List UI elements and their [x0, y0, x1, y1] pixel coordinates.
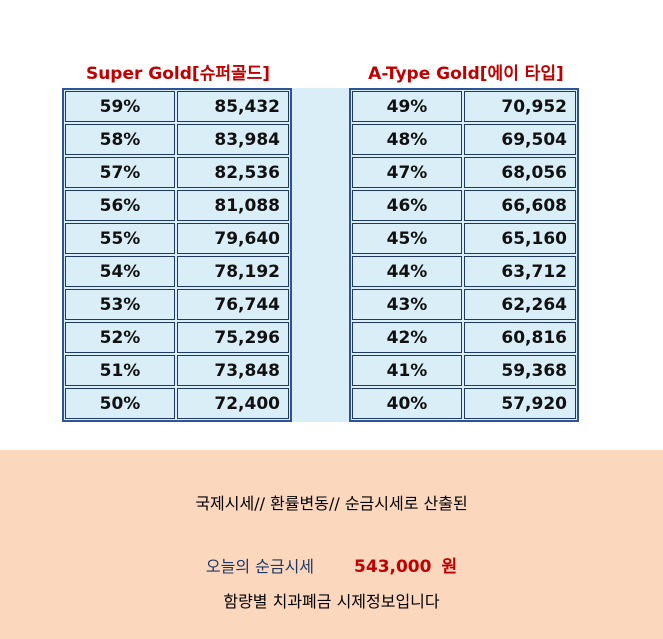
- table-row: 40% 57,920: [351, 387, 577, 420]
- percent-cell: 52%: [65, 322, 175, 353]
- percent-cell: 58%: [65, 124, 175, 155]
- percent-cell: 50%: [65, 388, 175, 419]
- value-cell: 78,192: [177, 256, 289, 287]
- value-cell: 68,056: [464, 157, 576, 188]
- value-cell: 63,712: [464, 256, 576, 287]
- value-cell: 81,088: [177, 190, 289, 221]
- value-cell: 60,816: [464, 322, 576, 353]
- percent-cell: 46%: [352, 190, 462, 221]
- value-cell: 79,640: [177, 223, 289, 254]
- a-type-gold-table: 49% 70,952 48% 69,504 47% 68,056 46% 66,608 …: [349, 88, 579, 422]
- percent-cell: 47%: [352, 157, 462, 188]
- table-row: 59% 85,432: [64, 90, 290, 123]
- value-cell: 57,920: [464, 388, 576, 419]
- super-gold-table: 59% 85,432 58% 83,984 57% 82,536 56% 81,088 …: [62, 88, 292, 422]
- value-cell: 72,400: [177, 388, 289, 419]
- value-cell: 73,848: [177, 355, 289, 386]
- table-row: 55% 79,640: [64, 222, 290, 255]
- table-row: 52% 75,296: [64, 321, 290, 354]
- percent-cell: 44%: [352, 256, 462, 287]
- percent-cell: 53%: [65, 289, 175, 320]
- value-cell: 76,744: [177, 289, 289, 320]
- percent-cell: 59%: [65, 91, 175, 122]
- today-price-label: 오늘의 순금시세: [205, 557, 315, 576]
- table-row: 56% 81,088: [64, 189, 290, 222]
- percent-cell: 40%: [352, 388, 462, 419]
- table-row: 42% 60,816: [351, 321, 577, 354]
- table-row: 43% 62,264: [351, 288, 577, 321]
- purity-info-text: 함량별 치과폐금 시제정보입니다: [223, 592, 440, 611]
- percent-cell: 42%: [352, 322, 462, 353]
- value-cell: 75,296: [177, 322, 289, 353]
- percent-cell: 49%: [352, 91, 462, 122]
- value-cell: 82,536: [177, 157, 289, 188]
- percent-cell: 45%: [352, 223, 462, 254]
- table-gap-band: [290, 88, 350, 422]
- percent-cell: 48%: [352, 124, 462, 155]
- value-cell: 59,368: [464, 355, 576, 386]
- percent-cell: 43%: [352, 289, 462, 320]
- percent-cell: 54%: [65, 256, 175, 287]
- percent-cell: 57%: [65, 157, 175, 188]
- a-type-gold-title: A-Type Gold[에이 타입]: [368, 64, 564, 84]
- today-price-line: 오늘의 순금시세 543,000 원: [0, 552, 663, 577]
- calculation-basis-text: 국제시세// 환률변동// 순금시세로 산출된: [195, 494, 468, 513]
- value-cell: 83,984: [177, 124, 289, 155]
- value-cell: 70,952: [464, 91, 576, 122]
- table-row: 54% 78,192: [64, 255, 290, 288]
- table-row: 41% 59,368: [351, 354, 577, 387]
- table-row: 46% 66,608: [351, 189, 577, 222]
- value-cell: 85,432: [177, 91, 289, 122]
- super-gold-title: Super Gold[슈퍼골드]: [85, 64, 271, 84]
- table-row: 57% 82,536: [64, 156, 290, 189]
- table-row: 48% 69,504: [351, 123, 577, 156]
- table-row: 53% 76,744: [64, 288, 290, 321]
- value-cell: 62,264: [464, 289, 576, 320]
- percent-cell: 56%: [65, 190, 175, 221]
- percent-cell: 55%: [65, 223, 175, 254]
- percent-cell: 51%: [65, 355, 175, 386]
- table-row: 58% 83,984: [64, 123, 290, 156]
- price-unit: 원: [441, 557, 458, 577]
- today-price-value: 543,000: [354, 557, 432, 577]
- value-cell: 65,160: [464, 223, 576, 254]
- table-row: 44% 63,712: [351, 255, 577, 288]
- table-row: 45% 65,160: [351, 222, 577, 255]
- value-cell: 66,608: [464, 190, 576, 221]
- price-info-panel: 국제시세// 환률변동// 순금시세로 산출된 오늘의 순금시세 543,000 원…: [0, 450, 663, 639]
- percent-cell: 41%: [352, 355, 462, 386]
- table-row: 50% 72,400: [64, 387, 290, 420]
- value-cell: 69,504: [464, 124, 576, 155]
- table-row: 49% 70,952: [351, 90, 577, 123]
- table-row: 47% 68,056: [351, 156, 577, 189]
- table-row: 51% 73,848: [64, 354, 290, 387]
